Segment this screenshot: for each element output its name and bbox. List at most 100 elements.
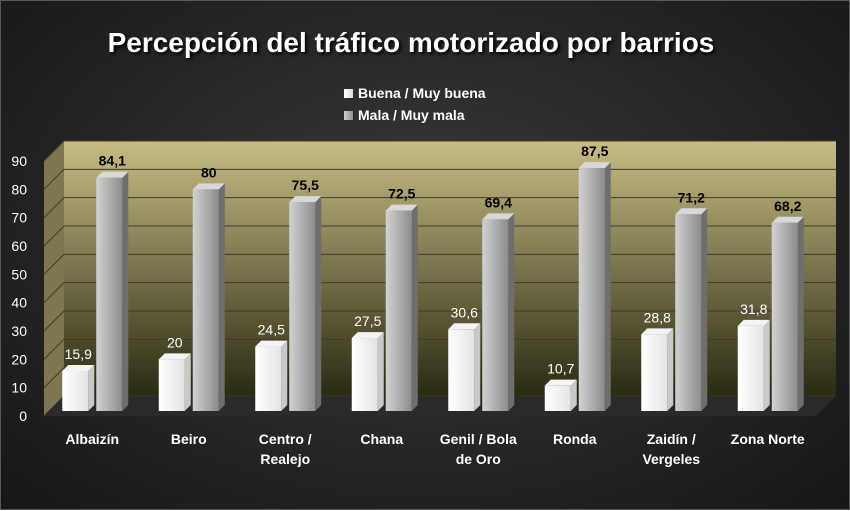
gridline: [43, 197, 836, 219]
category-label-line: Zona Norte: [731, 431, 805, 447]
bar-mala: [192, 189, 219, 411]
y-tick-label: 0: [19, 408, 27, 424]
bar-top-buena: [544, 379, 577, 386]
category-label-line: Genil / Bola: [440, 431, 517, 447]
category-label-line: de Oro: [456, 451, 501, 467]
data-label-buena: 28,8: [644, 309, 671, 325]
category-label-line: Centro /: [259, 431, 312, 447]
bar-side-buena: [377, 332, 384, 411]
bar-side-mala: [797, 216, 804, 411]
bar-side-buena: [474, 323, 481, 411]
y-tick-label: 60: [11, 238, 27, 254]
legend-swatch-mala: [344, 110, 353, 120]
y-tick-label: 70: [11, 210, 27, 226]
bar-buena: [448, 329, 475, 411]
category-label-line: Chana: [360, 431, 403, 447]
chart-side-wall: [44, 141, 64, 416]
bar-side-mala: [411, 204, 418, 411]
bar-side-buena: [570, 379, 577, 411]
bar-mala: [771, 222, 798, 411]
category-label: Centro / Realejo: [259, 431, 312, 467]
data-label-buena: 24,5: [258, 322, 285, 338]
gridline: [43, 282, 836, 304]
bar-top-buena: [255, 340, 288, 347]
gridline: [43, 310, 836, 332]
y-tick-label: 50: [11, 266, 27, 282]
category-label: Zona Norte: [731, 431, 805, 447]
bar-top-buena: [351, 332, 384, 339]
bar-mala: [385, 210, 412, 411]
bar-side-mala: [315, 196, 322, 411]
category-label-line: Zaidín /: [647, 431, 696, 447]
gridline: [43, 338, 836, 360]
bar-top-mala: [96, 171, 129, 178]
bar-top-mala: [675, 208, 708, 215]
bar-buena: [737, 325, 764, 411]
bar-top-buena: [641, 328, 674, 335]
category-label: Genil / Bola de Oro: [440, 431, 517, 467]
data-label-buena: 30,6: [451, 304, 478, 320]
category-label-line: Vergeles: [642, 451, 700, 467]
category-label-line: Beiro: [171, 431, 207, 447]
bar-top-mala: [192, 183, 225, 190]
category-label: Ronda: [553, 431, 597, 447]
bar-top-buena: [62, 364, 95, 371]
bar-buena: [641, 334, 668, 411]
chart-floor: [44, 396, 836, 416]
bar-mala: [578, 168, 605, 411]
bar-side-buena: [667, 328, 674, 411]
y-tick-label: 40: [11, 295, 27, 311]
category-label: Zaidín / Vergeles: [642, 431, 700, 467]
data-label-buena: 15,9: [65, 346, 92, 362]
bar-side-buena: [88, 364, 95, 411]
data-label-mala: 84,1: [99, 153, 126, 169]
category-label-line: Ronda: [553, 431, 597, 447]
data-label-buena: 27,5: [354, 313, 381, 329]
y-tick-label: 30: [11, 323, 27, 339]
bar-side-buena: [763, 319, 770, 411]
bar-top-mala: [578, 162, 611, 169]
bar-top-buena: [448, 323, 481, 330]
legend-swatch-buena: [344, 88, 353, 98]
bar-buena: [255, 346, 282, 411]
bar-top-mala: [771, 216, 804, 223]
legend-label-mala: Mala / Muy mala: [358, 107, 465, 123]
gridline: [43, 140, 836, 162]
y-tick-label: 80: [11, 181, 27, 197]
data-label-mala: 68,2: [774, 198, 801, 214]
bar-side-buena: [184, 353, 191, 411]
bar-side-mala: [122, 171, 129, 411]
bar-top-mala: [289, 196, 322, 203]
bar-side-mala: [508, 213, 515, 411]
bar-mala: [96, 177, 123, 411]
data-label-mala: 71,2: [678, 189, 705, 205]
data-label-buena: 31,8: [740, 301, 767, 317]
bar-side-mala: [701, 208, 708, 411]
gridline: [43, 367, 836, 389]
bar-mala: [482, 219, 509, 411]
bar-mala: [675, 214, 702, 411]
bar-mala: [289, 202, 316, 411]
data-label-buena: 20: [167, 334, 183, 350]
y-tick-label: 90: [11, 153, 27, 169]
gridline: [43, 253, 836, 275]
data-label-mala: 72,5: [388, 186, 415, 202]
chart-legend: Buena / Muy buena Mala / Muy mala: [344, 83, 486, 127]
data-label-mala: 87,5: [581, 143, 608, 159]
bar-side-mala: [604, 162, 611, 411]
bar-side-mala: [218, 183, 225, 411]
chart-title: Percepción del tráfico motorizado por ba…: [107, 27, 715, 58]
bar-buena: [62, 370, 89, 411]
bar-buena: [158, 359, 185, 411]
bar-buena: [544, 385, 571, 411]
gridline: [43, 225, 836, 247]
data-label-buena: 10,7: [547, 361, 574, 377]
bar-top-mala: [385, 204, 418, 211]
legend-item-mala: Mala / Muy mala: [344, 105, 486, 125]
bar-side-buena: [281, 340, 288, 411]
category-label: Beiro: [171, 431, 207, 447]
data-label-mala: 80: [201, 164, 217, 180]
legend-item-buena: Buena / Muy buena: [344, 83, 486, 103]
